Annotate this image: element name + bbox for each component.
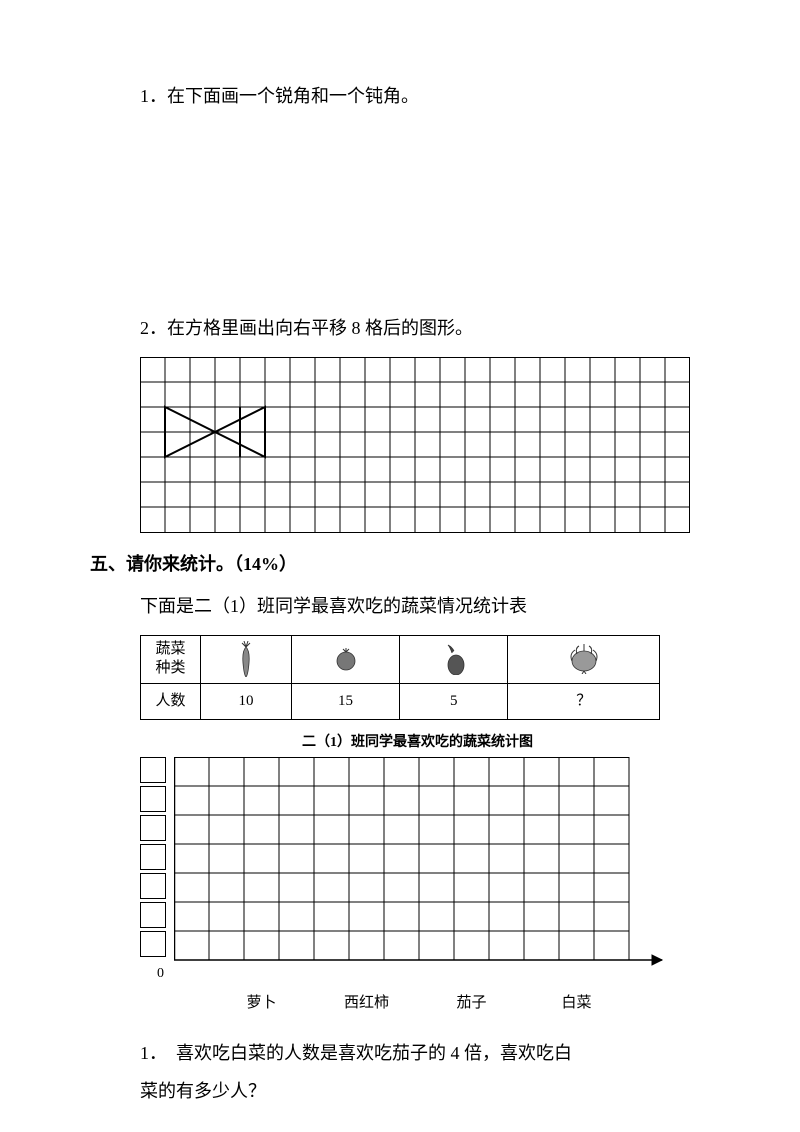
vegetable-table: 蔬菜 种类 [140, 635, 710, 720]
table-value-2: 5 [400, 683, 508, 719]
carrot-icon [201, 635, 292, 683]
subq1-number: 1． [140, 1043, 167, 1063]
tomato-icon [291, 635, 399, 683]
sub-question-1: 1． 喜欢吃白菜的人数是喜欢吃茄子的 4 倍，喜欢吃白 [140, 1037, 710, 1069]
x-label-1: 西红柿 [314, 990, 419, 1017]
y-box [140, 873, 166, 899]
y-box [140, 844, 166, 870]
y-box [140, 902, 166, 928]
y-axis-boxes: 0 [140, 757, 174, 986]
x-label-2: 茄子 [419, 990, 524, 1017]
question-1: 1．在下面画一个锐角和一个钝角。 [140, 80, 710, 112]
y-box [140, 757, 166, 783]
table-value-1: 15 [291, 683, 399, 719]
cabbage-icon [508, 635, 660, 683]
table-row2-label: 人数 [141, 683, 201, 719]
section-5-intro: 下面是二（1）班同学最喜欢吃的蔬菜情况统计表 [140, 590, 710, 622]
grid-diagram [140, 357, 710, 534]
chart-x-labels: 萝卜 西红柿 茄子 白菜 [174, 990, 629, 1017]
x-label-3: 白菜 [524, 990, 629, 1017]
subq1-line1: 喜欢吃白菜的人数是喜欢吃茄子的 4 倍，喜欢吃白 [176, 1043, 572, 1063]
table-value-0: 10 [201, 683, 292, 719]
y-box [140, 815, 166, 841]
table-value-3: ？ [508, 683, 660, 719]
q2-number: 2． [140, 318, 167, 338]
chart-zero-label: 0 [140, 961, 166, 986]
y-box [140, 786, 166, 812]
q1-number: 1． [140, 86, 167, 106]
q2-text: 在方格里画出向右平移 8 格后的图形。 [167, 318, 473, 338]
chart-grid-svg [174, 757, 669, 972]
chart-title: 二（1）班同学最喜欢吃的蔬菜统计图 [190, 730, 645, 755]
bar-chart-area: 二（1）班同学最喜欢吃的蔬菜统计图 0 [140, 730, 710, 1017]
translation-grid-svg [140, 357, 690, 534]
eggplant-icon [400, 635, 508, 683]
y-box [140, 931, 166, 957]
table-row1-label: 蔬菜 种类 [141, 635, 201, 683]
x-label-0: 萝卜 [209, 990, 314, 1017]
section-5-heading: 五、请你来统计。（14%） [90, 548, 710, 580]
q1-text: 在下面画一个锐角和一个钝角。 [167, 86, 419, 106]
drawing-space [90, 122, 710, 312]
question-2: 2．在方格里画出向右平移 8 格后的图形。 [140, 312, 710, 344]
sub-question-1-line2: 菜的有多少人？ [140, 1075, 710, 1107]
